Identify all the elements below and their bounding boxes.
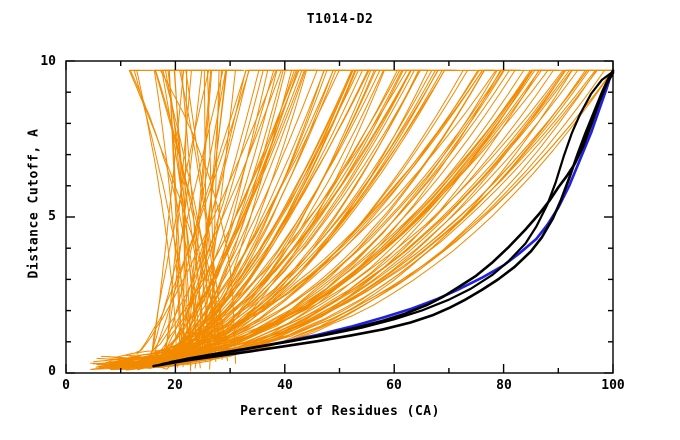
prediction-curve — [146, 69, 319, 365]
reference-curves-layer — [152, 69, 615, 368]
prediction-curve — [112, 69, 493, 366]
prediction-curve — [124, 69, 496, 360]
prediction-curve — [182, 69, 210, 368]
prediction-curve — [110, 69, 574, 361]
prediction-curve — [124, 69, 494, 359]
prediction-curve — [90, 69, 614, 371]
prediction-curve — [164, 69, 217, 364]
x-tick-label-40: 40 — [277, 378, 293, 393]
x-axis-label: Percent of Residues (CA) — [240, 404, 440, 419]
reference-curve-reference-black-3 — [168, 70, 615, 364]
y-tick-labels: 10 5 0 — [28, 0, 56, 440]
axis-frame-layer — [65, 60, 614, 374]
prediction-curve — [152, 69, 270, 360]
prediction-curve — [112, 69, 499, 362]
prediction-curve — [181, 69, 204, 358]
prediction-curve — [105, 69, 593, 363]
prediction-curve — [109, 69, 555, 369]
chart-title: T1014-D2 — [306, 12, 374, 27]
prediction-curve — [169, 69, 294, 352]
prediction-curve — [152, 69, 208, 351]
x-tick-label-0: 0 — [62, 378, 70, 393]
prediction-curve — [113, 69, 564, 363]
prediction-curve — [198, 69, 245, 353]
prediction-curve — [134, 69, 316, 365]
y-tick-label-10: 10 — [40, 54, 56, 69]
prediction-curve — [106, 69, 604, 360]
prediction-curve — [150, 69, 380, 355]
prediction-curve — [110, 69, 454, 363]
x-tick-label-20: 20 — [167, 378, 183, 393]
prediction-curve — [166, 69, 280, 355]
y-tick-label-5: 5 — [48, 209, 56, 224]
y-tick-label-0: 0 — [48, 364, 56, 379]
prediction-curve — [136, 69, 178, 357]
reference-curve-reference-black-1 — [152, 69, 615, 368]
prediction-curve — [168, 69, 183, 360]
prediction-curve — [184, 69, 234, 359]
prediction-curve — [152, 69, 289, 368]
prediction-curve — [135, 69, 289, 353]
x-tick-label-80: 80 — [496, 378, 512, 393]
prediction-curve — [136, 69, 272, 355]
prediction-curve — [153, 69, 181, 365]
prediction-curve — [181, 69, 230, 360]
prediction-curve — [101, 69, 516, 358]
prediction-curve — [93, 69, 561, 363]
prediction-curve — [150, 69, 220, 358]
prediction-curve — [133, 69, 302, 367]
prediction-curve — [163, 69, 226, 355]
x-tick-label-60: 60 — [386, 378, 402, 393]
prediction-curve — [147, 69, 234, 366]
prediction-curve — [108, 69, 549, 365]
x-tick-label-100: 100 — [601, 378, 625, 393]
prediction-curve — [146, 69, 376, 362]
